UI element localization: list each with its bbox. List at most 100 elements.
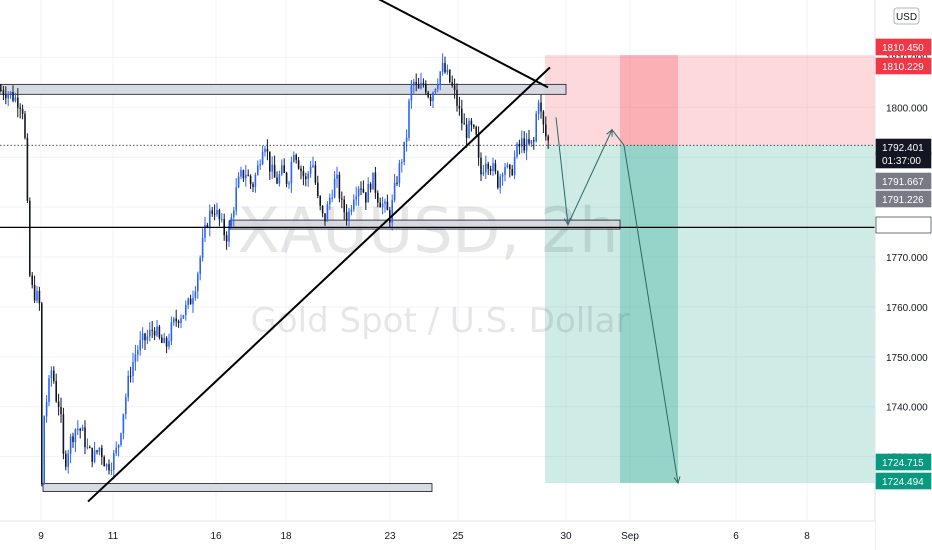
candle-body	[187, 298, 189, 306]
candle-body	[237, 176, 240, 188]
candle-body	[173, 318, 175, 323]
candle-body	[33, 284, 36, 301]
candle-body	[149, 329, 151, 337]
candle-body	[204, 224, 206, 238]
candle-body	[74, 429, 77, 443]
candle-body	[261, 152, 264, 165]
candle-body	[379, 202, 381, 208]
candle-body	[240, 170, 242, 177]
candle-body	[55, 381, 57, 402]
candle-body	[456, 89, 458, 106]
candle-body	[473, 125, 475, 127]
candle-body	[413, 81, 415, 86]
projection-arrowhead	[673, 476, 681, 485]
candle-body	[7, 93, 9, 99]
time-tick-label: 30	[560, 531, 572, 542]
candle-body	[29, 200, 31, 276]
candle-body	[333, 178, 336, 198]
candle-body	[398, 163, 401, 184]
candle-body	[434, 89, 437, 93]
candle-body	[506, 164, 509, 167]
candle-body	[185, 305, 187, 316]
candle-body	[163, 338, 165, 343]
candle-body	[283, 165, 285, 173]
support-resistance-zones	[0, 83, 621, 492]
candle-body	[487, 163, 489, 169]
candle-body	[425, 83, 427, 93]
candle-body	[451, 82, 453, 86]
candle-body	[180, 318, 182, 324]
candle-body	[391, 200, 393, 223]
candle-body	[542, 111, 545, 125]
stop-loss-zone-highlight	[620, 55, 678, 146]
symbol-watermark: XAUUSD, 2h Gold Spot / U.S. Dollar	[238, 194, 630, 341]
candle-body	[86, 447, 89, 449]
candle-body	[98, 447, 101, 452]
candle-body	[194, 291, 197, 298]
candle-body	[405, 137, 408, 142]
time-tick-label: 18	[280, 531, 292, 542]
candle-body	[201, 237, 204, 258]
candle-body	[182, 315, 185, 319]
candle-body	[89, 447, 91, 449]
candle-body	[175, 318, 177, 322]
candle-body	[221, 219, 223, 221]
candle-body	[501, 174, 504, 177]
candle-body	[281, 165, 283, 175]
candle-body	[329, 198, 331, 205]
candle-body	[321, 205, 324, 214]
candle-body	[93, 450, 96, 462]
candle-body	[521, 138, 523, 147]
currency-button[interactable]: USD	[893, 7, 920, 25]
price-badge-bg	[875, 216, 932, 234]
candle-body	[319, 196, 321, 206]
candle-body	[81, 427, 84, 431]
candle-body	[480, 157, 482, 175]
candle-body	[127, 375, 129, 398]
candle-body	[453, 85, 456, 90]
candle-body	[134, 354, 137, 362]
price-tick-label: 1740.000	[886, 403, 928, 414]
candle-body	[545, 124, 547, 137]
candle-body	[362, 188, 365, 193]
price-badge-label: 1791.667	[882, 177, 924, 188]
candle-body	[153, 330, 156, 336]
price-badge-label: 1792.401	[882, 143, 924, 154]
candle-body	[110, 469, 113, 471]
candle-body	[91, 447, 93, 462]
price-badge-bg	[875, 190, 932, 208]
candle-body	[293, 154, 295, 162]
candle-body	[67, 453, 69, 467]
time-axis-background	[0, 521, 875, 550]
candle-body	[170, 322, 173, 342]
candle-body	[540, 102, 542, 112]
candle-body	[115, 447, 117, 454]
candle-body	[199, 257, 201, 274]
candle-body	[69, 436, 72, 454]
candle-body	[156, 326, 158, 336]
candle-body	[257, 165, 259, 175]
candle-body	[144, 333, 146, 341]
candle-body	[305, 176, 307, 179]
sr-zone-box	[42, 483, 433, 492]
candle-body	[216, 209, 218, 215]
sr-zone-box	[0, 83, 567, 95]
candle-body	[350, 209, 353, 212]
candle-body	[290, 161, 293, 184]
candle-body	[441, 62, 444, 72]
candle-body	[5, 94, 7, 99]
candle-body	[396, 182, 398, 184]
candle-body	[48, 378, 50, 402]
time-axis[interactable]: 9 11 16 18 23 25 30 Sep 6 8	[0, 520, 875, 550]
candle-body	[41, 303, 43, 485]
candle-body	[206, 224, 209, 227]
candle-body	[360, 188, 362, 190]
currency-label: USD	[896, 12, 917, 23]
candle-body	[317, 182, 319, 197]
drawn-lines	[0, 0, 875, 503]
stop-loss-zone	[545, 55, 875, 146]
candle-body	[122, 413, 125, 434]
candle-body	[401, 162, 403, 164]
candle-body	[533, 140, 535, 142]
